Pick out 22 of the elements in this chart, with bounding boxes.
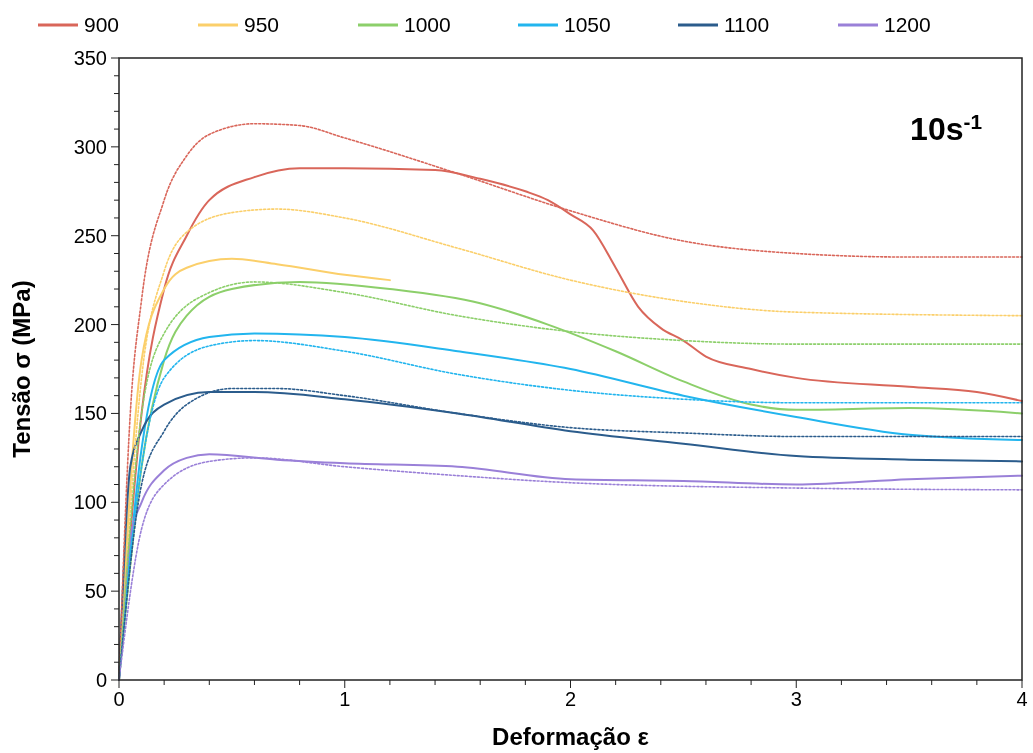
x-tick-label: 4 [1016,688,1028,710]
legend-label: 1000 [404,13,451,36]
y-tick-label: 50 [84,580,107,603]
legend-label: 1100 [724,13,770,36]
legend-label: 1050 [564,13,611,36]
y-tick-label: 0 [95,669,107,691]
y-tick-label: 150 [73,402,107,425]
y-tick-label: 250 [73,224,107,247]
x-tick-label: 2 [564,688,577,710]
legend-label: 900 [84,13,120,36]
x-tick-label: 3 [790,688,802,710]
y-tick-label: 300 [73,135,107,158]
y-axis-title: Tensão σ (MPa) [8,280,35,458]
y-tick-label: 350 [73,47,107,69]
x-axis-title: Deformação ε [492,723,649,750]
annotation: 10s$^{-1}$ [910,109,982,147]
x-tick-label: 1 [339,688,351,710]
legend-label: 1200 [884,13,931,36]
legend-label: 950 [244,13,280,36]
y-tick-label: 200 [73,313,107,336]
x-tick-label: 0 [113,688,125,710]
y-tick-label: 100 [73,491,107,514]
